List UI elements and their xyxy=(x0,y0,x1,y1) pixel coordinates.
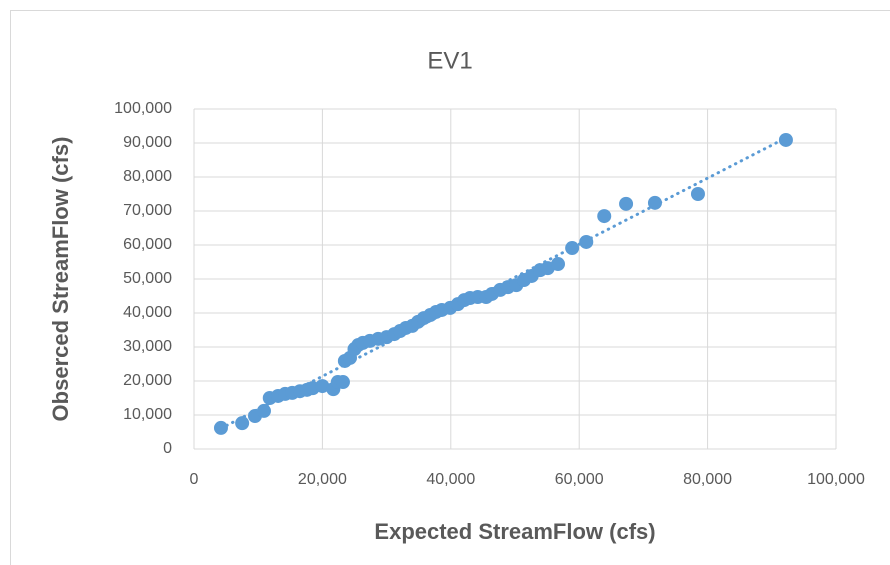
point xyxy=(565,241,580,256)
y-tick-label: 40,000 xyxy=(123,304,172,321)
x-tick-label: 100,000 xyxy=(807,471,865,488)
y-tick-label: 10,000 xyxy=(123,406,172,423)
y-tick-label: 50,000 xyxy=(123,270,172,287)
point xyxy=(213,420,228,435)
y-tick-label: 20,000 xyxy=(123,372,172,389)
y-axis-label: Obserced StreamFlow (cfs) xyxy=(48,137,73,422)
chart-border xyxy=(10,10,890,565)
x-axis-label: Expected StreamFlow (cfs) xyxy=(374,519,655,544)
point xyxy=(579,234,594,249)
x-tick-label: 60,000 xyxy=(555,471,604,488)
x-tick-label: 80,000 xyxy=(683,471,732,488)
x-tick-label: 0 xyxy=(190,471,199,488)
point xyxy=(551,257,566,272)
y-tick-label: 100,000 xyxy=(114,100,172,117)
y-tick-label: 0 xyxy=(163,440,172,457)
point xyxy=(256,403,271,418)
point xyxy=(619,196,634,211)
x-tick-label: 40,000 xyxy=(426,471,475,488)
point xyxy=(335,375,350,390)
point xyxy=(778,132,793,147)
y-tick-label: 60,000 xyxy=(123,236,172,253)
x-tick-label: 20,000 xyxy=(298,471,347,488)
point xyxy=(597,209,612,224)
chart-title: EV1 xyxy=(427,47,472,74)
point xyxy=(315,379,330,394)
point xyxy=(690,187,705,201)
y-tick-label: 80,000 xyxy=(123,168,172,185)
point xyxy=(647,195,662,210)
y-tick-label: 30,000 xyxy=(123,338,172,355)
y-tick-label: 90,000 xyxy=(123,134,172,151)
y-tick-label: 70,000 xyxy=(123,202,172,219)
point xyxy=(235,416,250,431)
